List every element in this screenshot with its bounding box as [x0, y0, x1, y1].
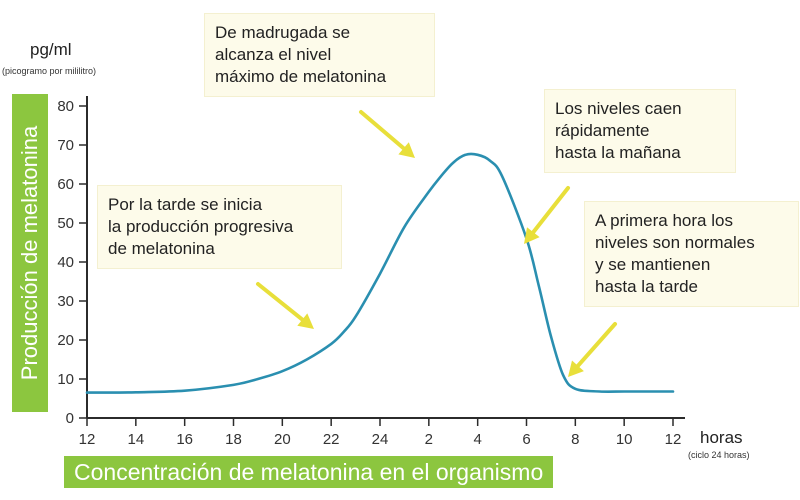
arrow-evening: [256, 282, 314, 329]
x-tick-label: 8: [571, 431, 579, 448]
x-unit-label: horas: [700, 428, 743, 447]
y-axis-label: Producción de melatonina: [17, 125, 42, 381]
series: [85, 152, 675, 394]
annotation-drop: Los niveles caen rápidamente hasta la ma…: [545, 90, 735, 172]
y-tick-label: 20: [57, 332, 74, 349]
x-tick-label: 2: [425, 431, 433, 448]
arrows: [256, 110, 617, 377]
x-tick-label: 16: [176, 431, 193, 448]
y-tick-label: 30: [57, 293, 74, 310]
y-tick-label: 60: [57, 176, 74, 193]
x-tick-label: 6: [522, 431, 530, 448]
y-ticks: 0 10 20 30 40 50 60 70 80: [57, 98, 87, 427]
x-tick-label: 18: [225, 431, 242, 448]
y-unit-label: pg/ml: [30, 40, 72, 59]
y-tick-label: 10: [57, 371, 74, 388]
x-unit-note: (ciclo 24 horas): [688, 450, 750, 460]
x-tick-label: 10: [616, 431, 633, 448]
x-ticks: 12 14 16 18 20 22 24 2 4 6 8 10 12: [79, 418, 682, 448]
y-tick-label: 0: [66, 410, 74, 427]
arrow-morning: [568, 322, 617, 377]
annotation-evening: Por la tarde se inicia la producción pro…: [98, 186, 341, 268]
y-unit-note: (picogramo por mililitro): [2, 66, 97, 76]
arrow-drop: [524, 186, 570, 244]
annotation-peak: De madrugada se alcanza el nivel máximo …: [205, 14, 434, 96]
x-tick-label: 12: [79, 431, 96, 448]
y-tick-label: 40: [57, 254, 74, 271]
x-tick-label: 24: [372, 431, 389, 448]
y-tick-label: 70: [57, 137, 74, 154]
y-tick-label: 50: [57, 215, 74, 232]
x-tick-label: 20: [274, 431, 291, 448]
x-tick-label: 14: [127, 431, 144, 448]
x-tick-label: 22: [323, 431, 340, 448]
chart-title: Concentración de melatonina en el organi…: [64, 456, 554, 488]
arrow-peak: [359, 110, 415, 158]
series-line: [85, 152, 675, 394]
x-tick-label: 4: [473, 431, 481, 448]
y-tick-label: 80: [57, 98, 74, 115]
axes: [86, 96, 685, 419]
x-tick-label: 12: [665, 431, 682, 448]
y-axis-label-box: [12, 94, 48, 412]
annotation-morning: A primera hora los niveles son normales …: [585, 202, 798, 306]
